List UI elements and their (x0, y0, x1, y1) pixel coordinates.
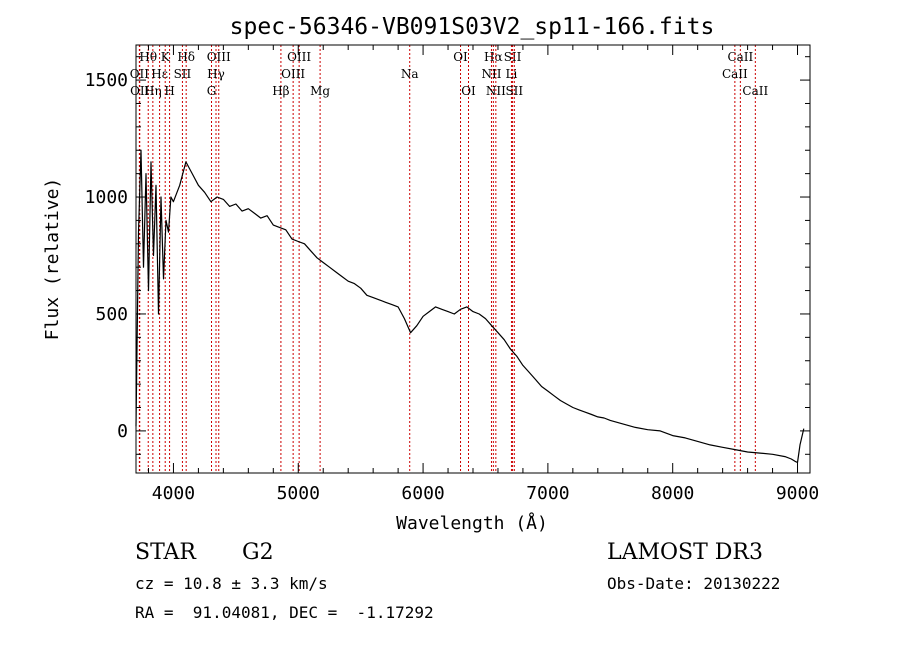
object-class: STAR (135, 540, 196, 565)
spectral-line-label: OII (130, 84, 150, 98)
spectral-line-label: Hγ (207, 67, 225, 81)
survey-name: LAMOST DR3 (607, 540, 763, 565)
x-tick-label: 6000 (401, 483, 444, 504)
x-tick-label: 8000 (651, 483, 694, 504)
x-axis-label: Wavelength (Å) (396, 512, 548, 534)
spectral-line-label: SII (505, 84, 523, 98)
y-axis-label: Flux (relative) (42, 178, 63, 341)
y-tick-label: 0 (117, 421, 128, 442)
spectral-line-label: OIII (207, 50, 231, 64)
spectral-line-label: CaII (722, 67, 748, 81)
y-tick-label: 500 (95, 304, 128, 325)
obs-date: Obs-Date: 20130222 (607, 574, 781, 593)
spectral-line-label: CaII (742, 84, 768, 98)
spectral-line-label: SII (504, 50, 522, 64)
y-tick-label: 1500 (85, 70, 128, 91)
series-layer (135, 149, 805, 464)
spectral-line-label: Li (506, 67, 518, 81)
redshift-cz: cz = 10.8 ± 3.3 km/s (135, 574, 328, 593)
spectral-line-label: NII (481, 67, 501, 81)
spectral-line-label: H (164, 84, 174, 98)
spectral-line-label: Mg (310, 84, 330, 98)
spectral-line-label: Hθ (139, 50, 157, 64)
spectral-line-label: Na (401, 67, 419, 81)
object-subclass: G2 (242, 540, 274, 565)
coordinates: RA = 91.04081, DEC = -1.17292 (135, 603, 434, 622)
x-tick-label: 9000 (776, 483, 819, 504)
spectral-line-label: OI (461, 84, 476, 98)
spectral-line-label: OI (453, 50, 468, 64)
x-tick-label: 5000 (277, 483, 320, 504)
spectral-line-label: K (161, 50, 171, 64)
spectral-line-label: CaII (727, 50, 753, 64)
spectral-line-label: Hα (484, 50, 503, 64)
spectrum-series (135, 149, 805, 464)
spectral-line-label: NII (486, 84, 506, 98)
spectral-line-label: Hδ (177, 50, 195, 64)
spectral-line-label: OIII (287, 50, 311, 64)
chart-title: spec-56346-VB091S03V2_sp11-166.fits (230, 14, 715, 40)
plot-frame (135, 44, 811, 474)
x-tick-label: 7000 (526, 483, 569, 504)
spectral-line-label: OIII (281, 67, 305, 81)
ticks-layer: 4000 5000 6000 7000 8000 9000 0 500 1000 1500 (85, 45, 819, 504)
spectral-line-label: Hε (151, 67, 168, 81)
spectral-line-label: Hβ (272, 84, 289, 98)
spectral-line-label: Hη (144, 84, 162, 98)
spectral-line-label: G (207, 84, 217, 98)
x-tick-label: 4000 (152, 483, 195, 504)
spectral-line-label: SII (174, 67, 192, 81)
y-tick-label: 1000 (85, 187, 128, 208)
